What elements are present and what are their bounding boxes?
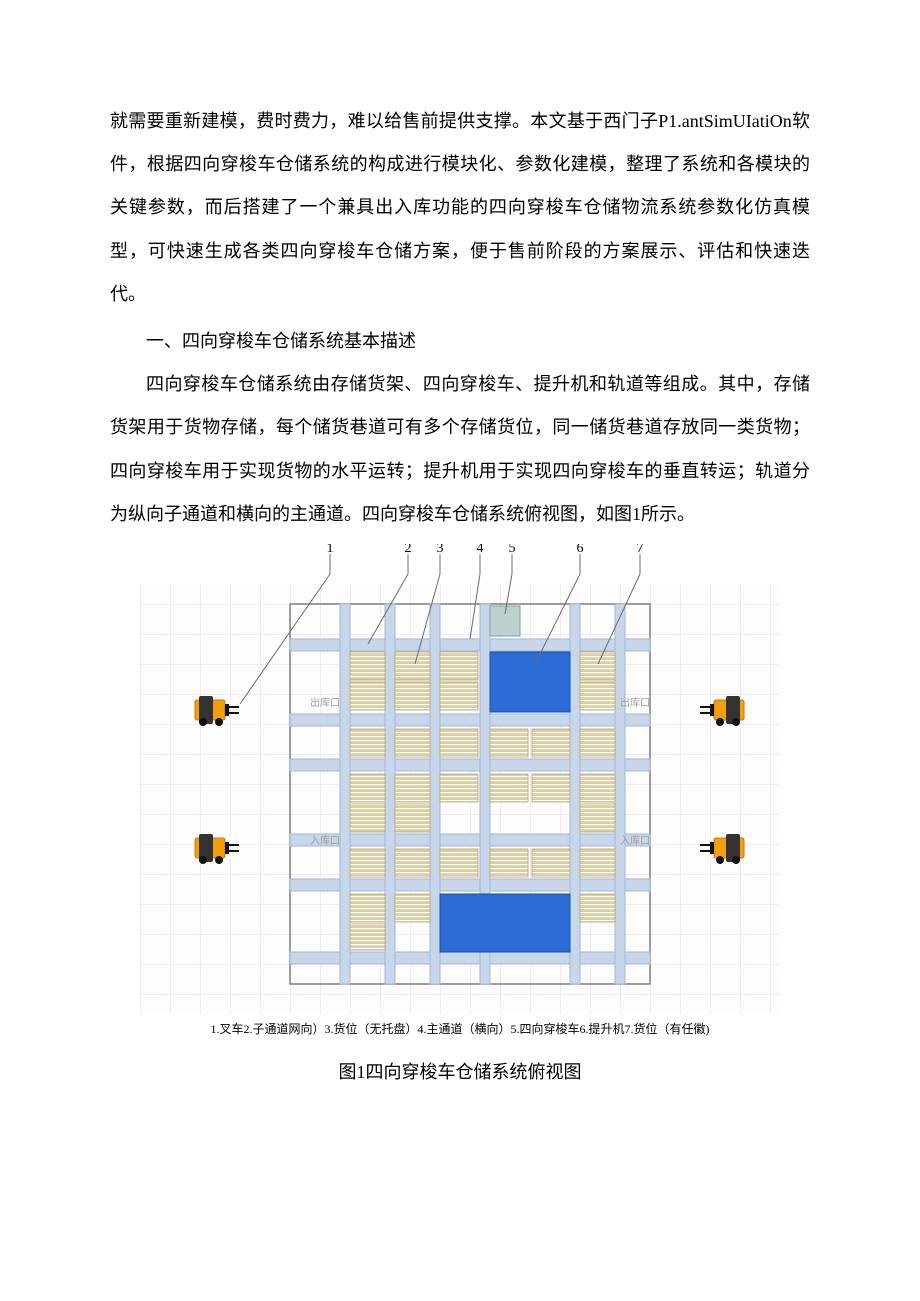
port-in-left: 入库口: [310, 834, 340, 847]
svg-text:3: 3: [437, 544, 444, 556]
port-in-right: 入库口: [620, 834, 650, 847]
svg-text:7: 7: [637, 544, 644, 556]
svg-text:2: 2: [405, 544, 412, 556]
callout-labels: 1 2 3 4 5 6 7: [327, 544, 644, 556]
figure-legend: 1.叉车2.子通道网向）3.货位（无托盘）4.主通道（横向）5.四向穿梭车6.提…: [211, 1020, 710, 1037]
warehouse-diagram: 出库口 出库口 入库口 入库口 1 2 3 4 5 6 7: [140, 544, 780, 1014]
paragraph-2: 四向穿梭车仓储系统由存储货架、四向穿梭车、提升机和轨道等组成。其中，存储货架用于…: [110, 363, 810, 536]
port-out-right: 出库口: [620, 696, 650, 709]
svg-text:1: 1: [327, 544, 334, 556]
shuttle-car: [490, 606, 520, 636]
svg-text:6: 6: [577, 544, 584, 556]
section-heading-1: 一、四向穿梭车仓储系统基本描述: [110, 320, 810, 363]
figure-caption: 图1四向穿梭车仓储系统俯视图: [339, 1051, 582, 1094]
svg-text:4: 4: [477, 544, 484, 556]
paragraph-1: 就需要重新建模，费时费力，难以给售前提供支撑。本文基于西门子P1.antSimU…: [110, 100, 810, 316]
svg-text:5: 5: [509, 544, 516, 556]
port-out-left: 出库口: [310, 696, 340, 709]
figure-1: 出库口 出库口 入库口 入库口 1 2 3 4 5 6 7 1.叉车2.子通道: [110, 544, 810, 1094]
